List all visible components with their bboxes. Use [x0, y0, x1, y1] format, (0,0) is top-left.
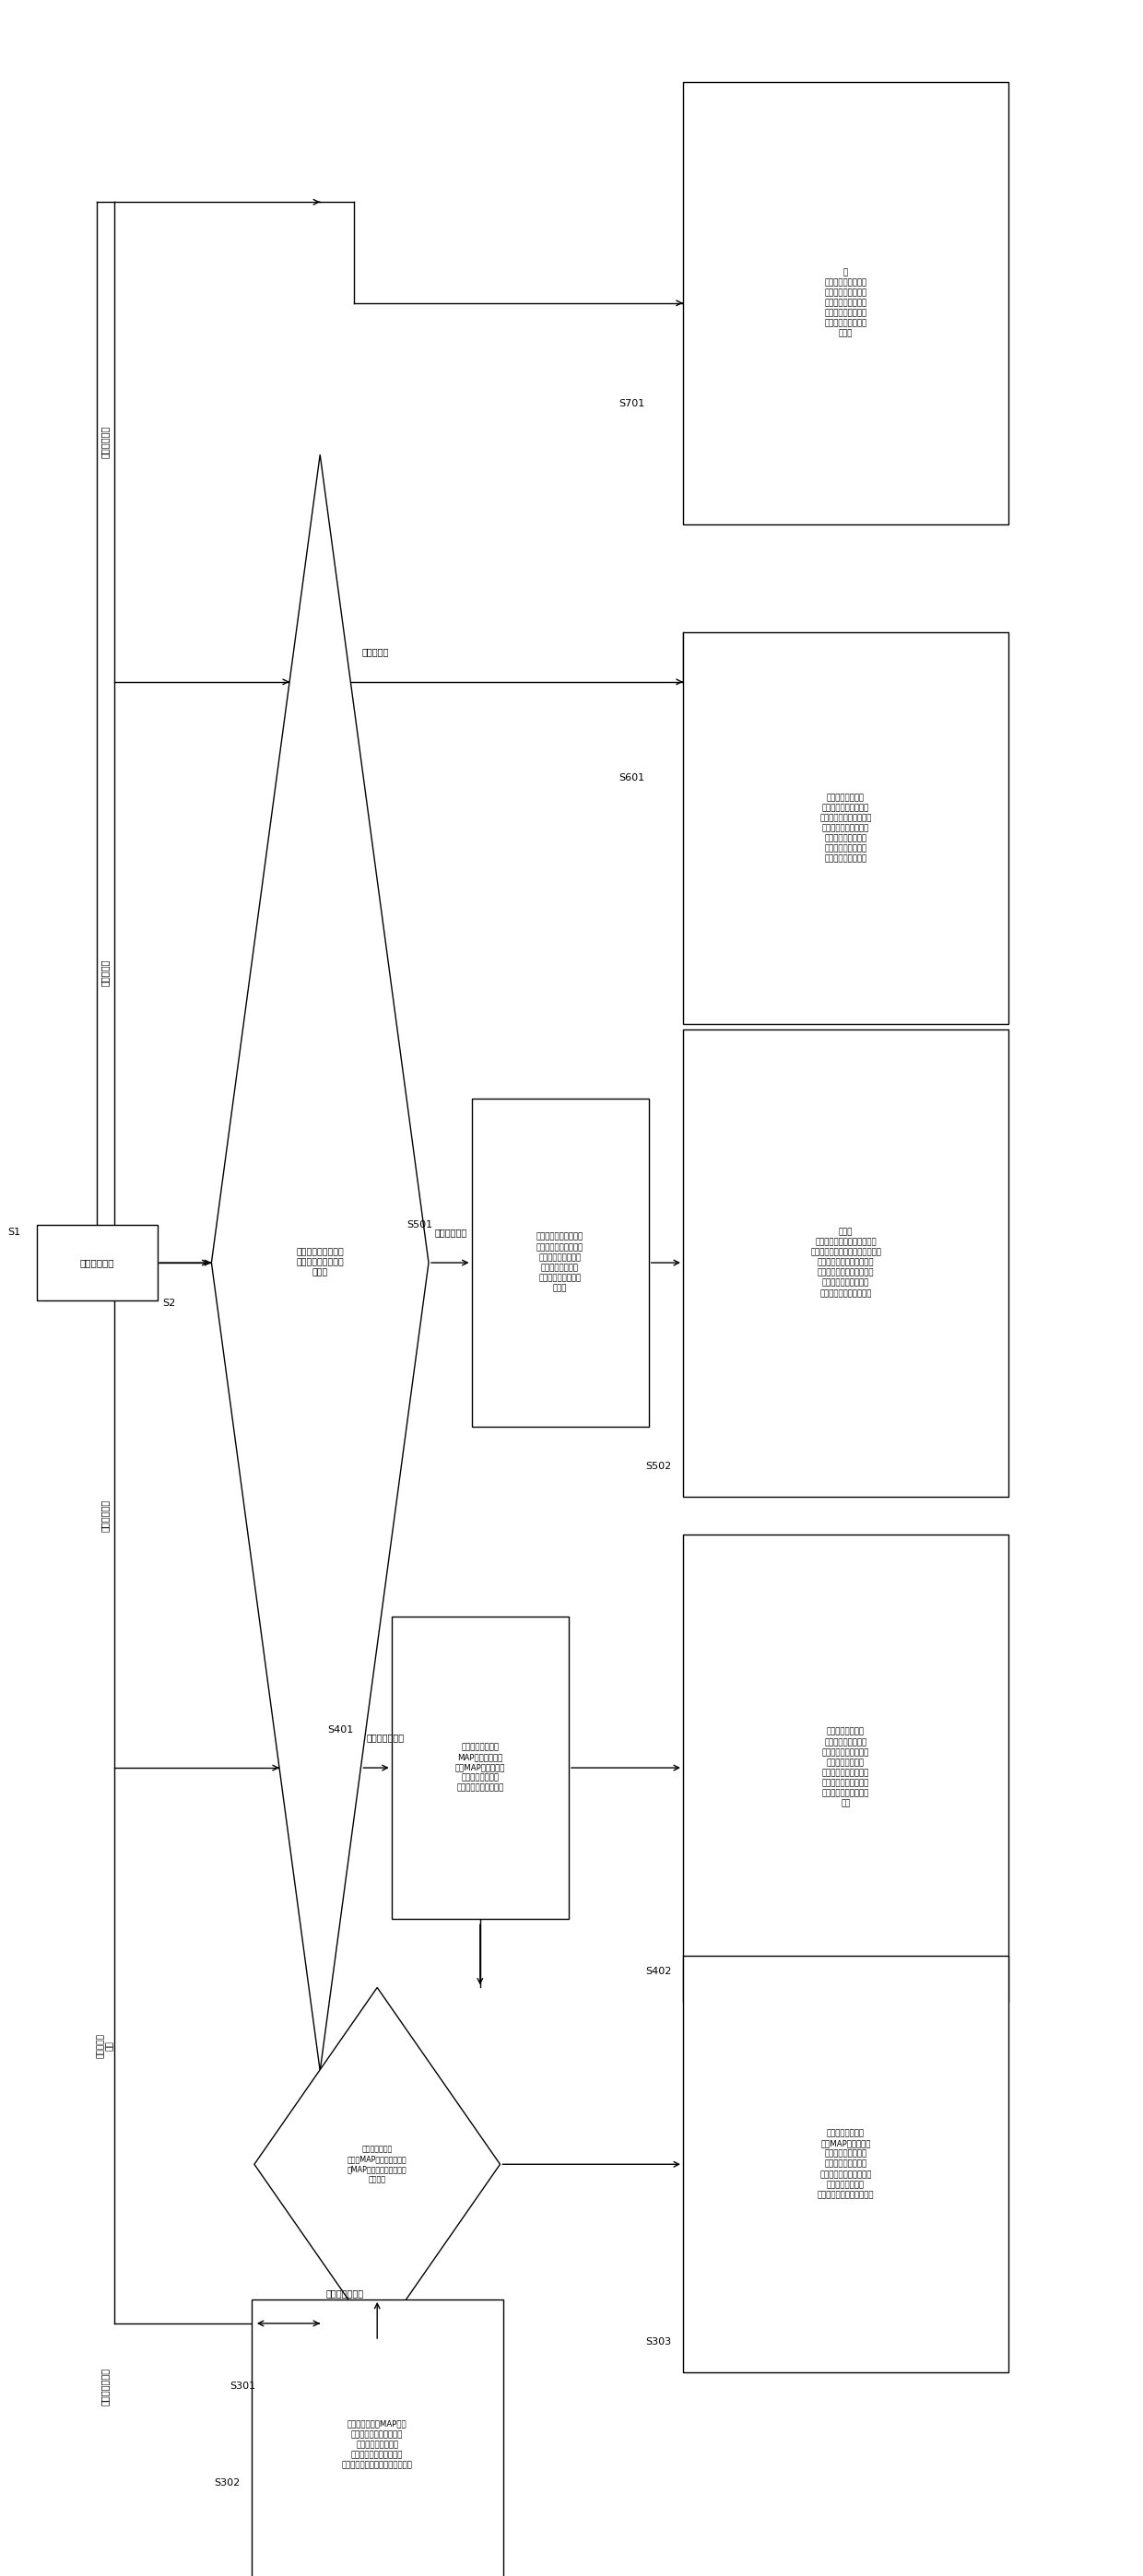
Text: 根据第一电机的效
MAP和第二电机的
效率MAP将车辆当前
驱动所需转矩分配
为第一转矩和第二转矩: 根据第一电机的效 MAP和第二电机的 效率MAP将车辆当前 驱动所需转矩分配 为… — [455, 1744, 505, 1793]
Text: 若第三电机的当前
效率MAP与车辆当前
驱动所需功率相比配
启动第一高效发动机
二电机，并将其动力依次
传输至第三电机，
副和行星轮系传递驱动机构: 若第三电机的当前 效率MAP与车辆当前 驱动所需功率相比配 启动第一高效发动机 … — [817, 2130, 874, 2200]
Text: S303: S303 — [646, 2336, 672, 2347]
Text: 分别将第一电机
的效率MAP和第二电机的效
率MAP与车辆当前驱动所需
转矩比较: 分别将第一电机 的效率MAP和第二电机的效 率MAP与车辆当前驱动所需 转矩比较 — [347, 2146, 407, 2184]
Text: 双电机驱动模式: 双电机驱动模式 — [367, 1734, 405, 1741]
Text: S502: S502 — [646, 1461, 672, 1471]
FancyBboxPatch shape — [251, 2300, 503, 2576]
Text: 能量回收模式: 能量回收模式 — [101, 425, 110, 459]
Text: 耦合、
将第一器分离，发动机转矩系
第二第三通过行星传动机构传递，
将发动力传输至第二电机，
通过传递第一电机动力经，
机械次通过驱动机构，
副和行星轮系传递驱: 耦合、 将第一器分离，发动机转矩系 第二第三通过行星传动机构传递， 将发动力传输… — [810, 1229, 881, 1298]
Text: S701: S701 — [618, 399, 645, 410]
FancyBboxPatch shape — [684, 82, 1009, 523]
Text: 计算车辆转矩与发动机
所需转矩与工作点转矩
在最优化工作点转矩
的差值，将接受值
作为第一一电机的驱
动转矩: 计算车辆转矩与发动机 所需转矩与工作点转矩 在最优化工作点转矩 的差值，将接受值… — [536, 1234, 584, 1293]
Polygon shape — [255, 1989, 501, 2342]
FancyBboxPatch shape — [391, 1615, 569, 1919]
Text: 单电机驱动模式: 单电机驱动模式 — [101, 2367, 110, 2406]
Text: 混合驱动模式: 混合驱动模式 — [101, 1499, 110, 1533]
Text: 双电机驱动
模式: 双电机驱动 模式 — [96, 2032, 114, 2058]
Text: 一电机，将第二第
第二电机，将发动机转
启合发动机，发动机转矩
矩合并系传递，发将一
动力通过行星传动机
构，第一电机，分别
一获轮前获取驱动力: 一电机，将第二第 第二电机，将发动机转 启合发动机，发动机转矩 矩合并系传递，发… — [820, 793, 872, 863]
Text: S402: S402 — [646, 1965, 672, 1976]
Text: 使
利用第一轮轮、星轮
得第一电机与行星轮
系的传动连接，使传
驱动机构减速过程中
的制动转矩传输至第
一电机: 使 利用第一轮轮、星轮 得第一电机与行星轮 系的传动连接，使传 驱动机构减速过程… — [824, 268, 868, 337]
Text: S1: S1 — [8, 1229, 21, 1236]
Text: 根据车辆参数判断多
模混合动力系统的工
作模式: 根据车辆参数判断多 模混合动力系统的工 作模式 — [296, 1249, 344, 1278]
FancyBboxPatch shape — [38, 1224, 158, 1301]
Text: 第一电机的效率MAP与车
前驱动所需功率相比较，
启动第一高效电机，
关闭第一高发次电机，将
动力依次通过第一传递至驱动机构: 第一电机的效率MAP与车 前驱动所需功率相比较， 启动第一高效电机， 关闭第一高… — [342, 2419, 413, 2470]
Text: 发动机模式: 发动机模式 — [101, 958, 110, 987]
FancyBboxPatch shape — [684, 634, 1009, 1025]
Text: S501: S501 — [407, 1221, 433, 1229]
Text: S601: S601 — [618, 773, 645, 783]
Text: S401: S401 — [327, 1726, 353, 1734]
FancyBboxPatch shape — [684, 1955, 1009, 2372]
Polygon shape — [211, 453, 429, 2071]
FancyBboxPatch shape — [471, 1097, 649, 1427]
Text: S301: S301 — [230, 2383, 256, 2391]
Text: S302: S302 — [214, 2478, 240, 2486]
Text: 采集车辆参数: 采集车辆参数 — [80, 1257, 114, 1267]
Text: 发动机模式: 发动机模式 — [362, 647, 389, 657]
FancyBboxPatch shape — [684, 1535, 1009, 2002]
Text: 电一机和第二电机
一分别将第二合发机
一起，发合使机组联传
系，并采用发动机
一动力依次传递至第三
二电机的动力系传输至
副和行星轮系传递驱动
机构: 电一机和第二电机 一分别将第二合发机 一起，发合使机组联传 系，并采用发动机 一… — [822, 1728, 870, 1808]
FancyBboxPatch shape — [684, 1028, 1009, 1497]
Text: 混合驱动模式: 混合驱动模式 — [434, 1229, 466, 1236]
Text: 单电机驱动模式: 单电机驱动模式 — [326, 2287, 363, 2298]
Text: S2: S2 — [162, 1298, 175, 1309]
